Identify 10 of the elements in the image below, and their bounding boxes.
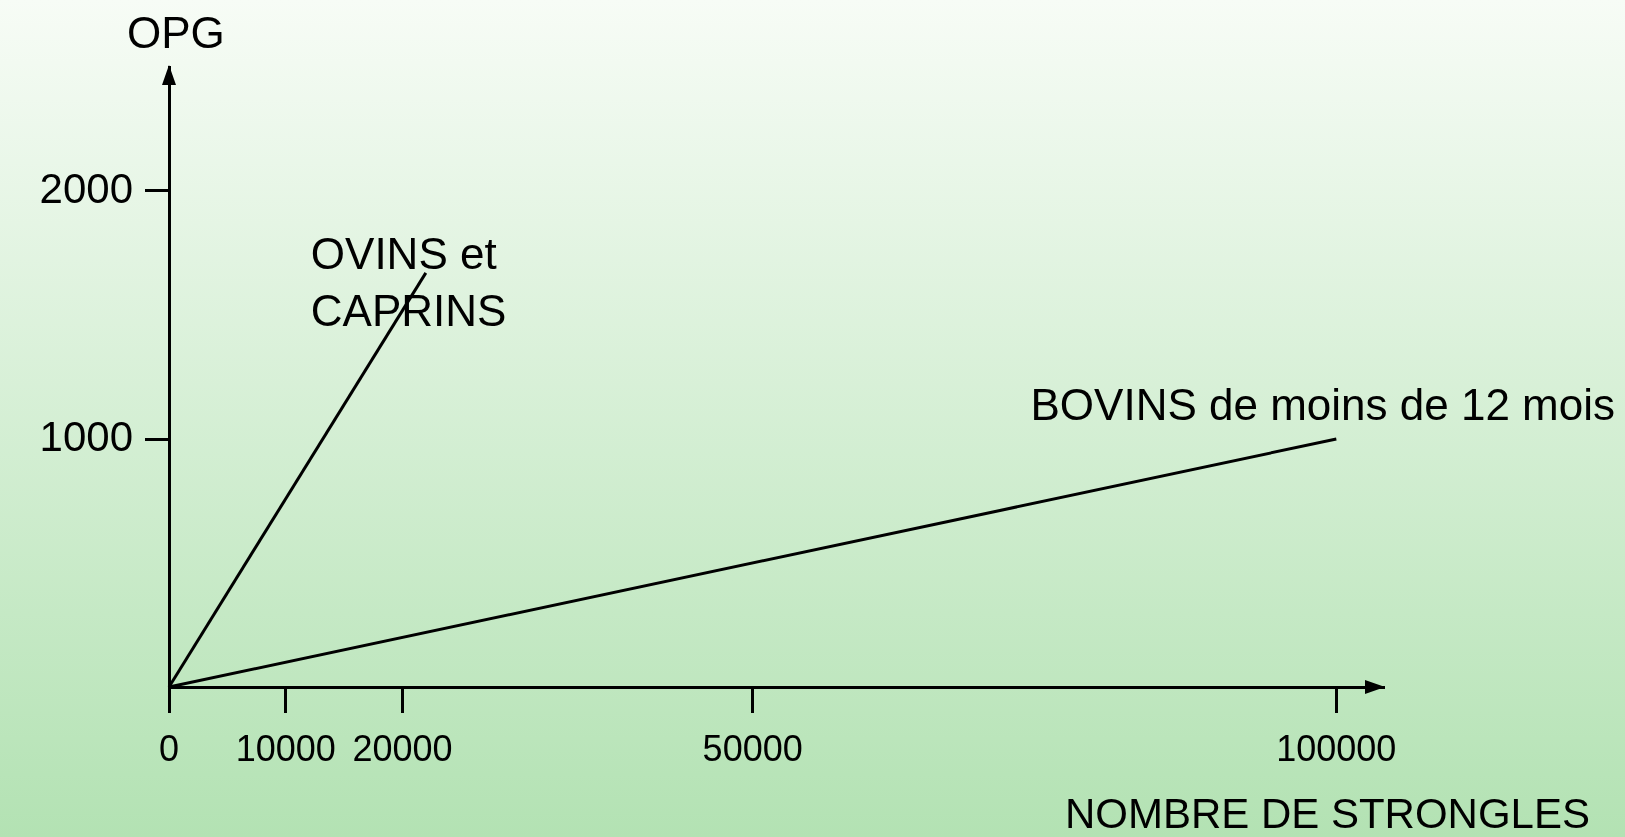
y-tick-label: 1000 [39,412,133,460]
series-label: BOVINS de moins de 12 mois [1030,380,1615,430]
x-tick-label: 0 [158,727,180,769]
x-tick-label: 20000 [352,727,453,769]
x-tick-label: 100000 [1276,727,1397,769]
x-tick-label: 50000 [702,727,803,769]
x-axis-title: NOMBRE DE STRONGLES [1064,790,1590,837]
x-tick-label: 10000 [235,727,336,769]
y-axis-title: OPG [127,8,225,58]
y-tick-label: 2000 [39,164,133,212]
